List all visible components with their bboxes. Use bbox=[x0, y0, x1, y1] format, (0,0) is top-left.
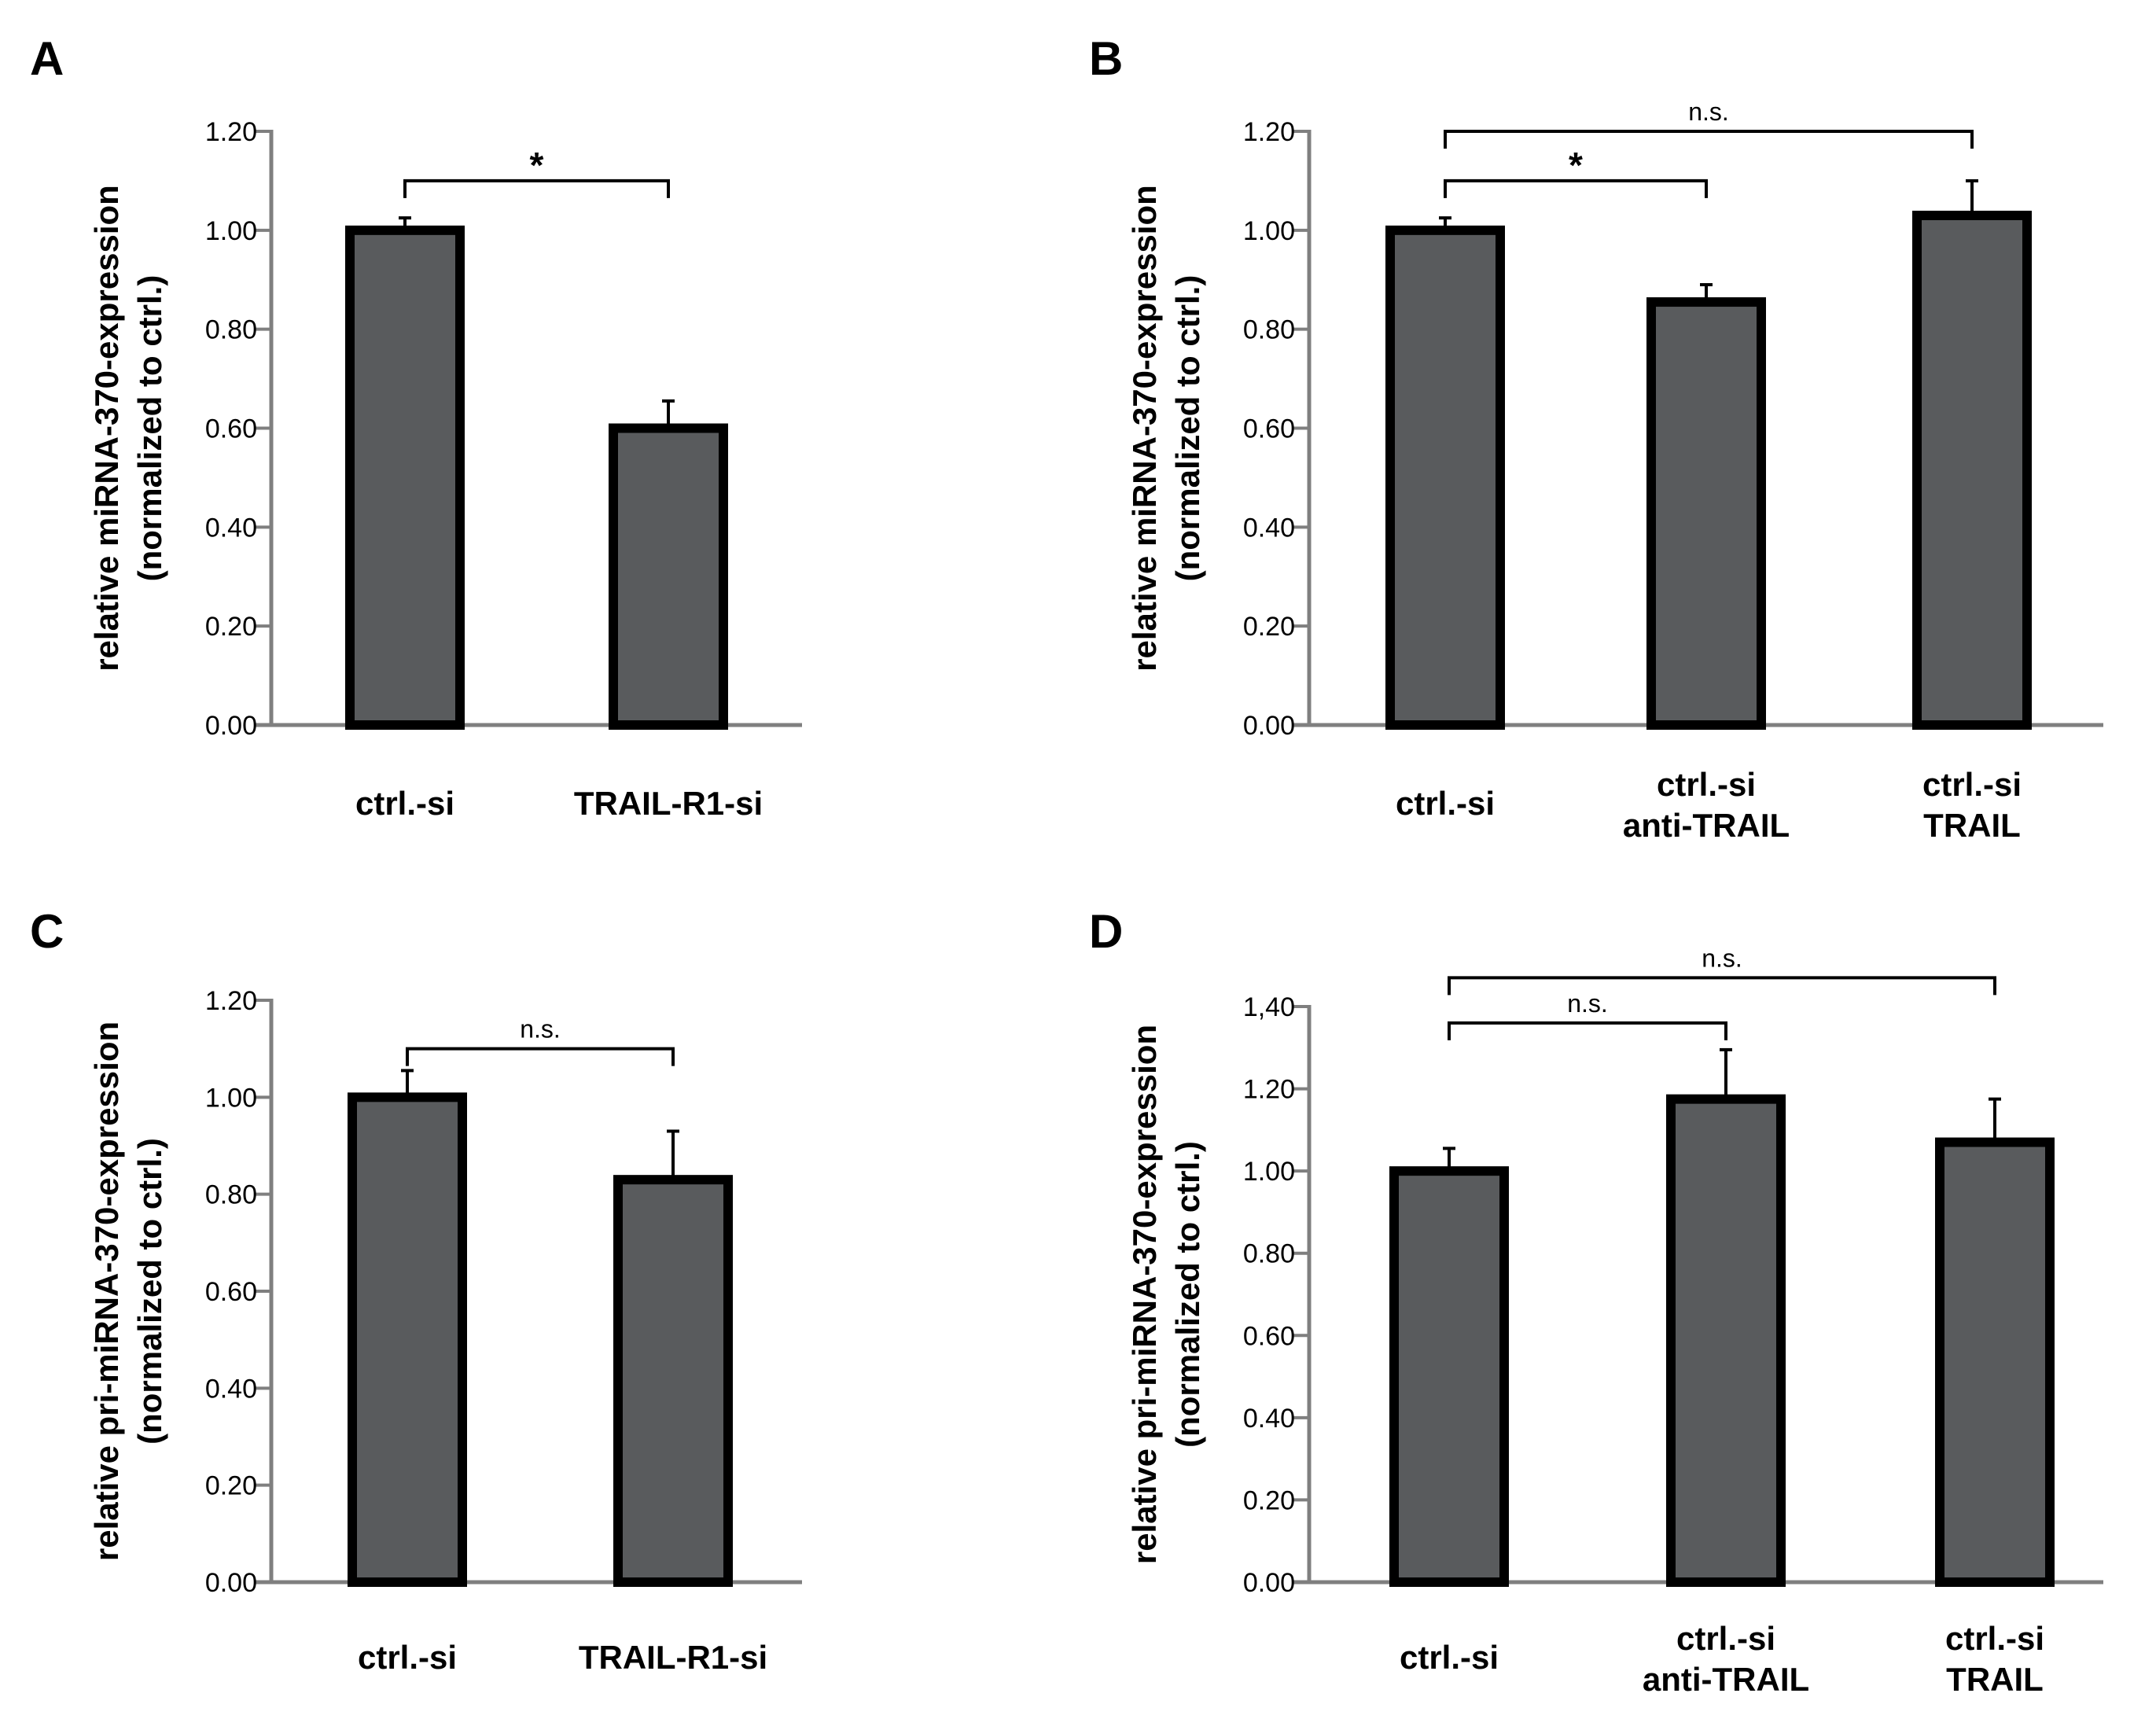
y-tick-label: 0.40 bbox=[205, 1374, 257, 1404]
category-label: TRAIL-R1-si bbox=[579, 1639, 767, 1676]
y-axis-title: relative pri-miRNA-370-expression bbox=[88, 1021, 125, 1561]
significance-bracket bbox=[1448, 976, 1996, 996]
bar bbox=[1389, 1166, 1509, 1587]
panel-letter: C bbox=[30, 905, 64, 958]
category-label: TRAIL-R1-si bbox=[574, 785, 763, 822]
y-tick-label: 1.00 bbox=[1243, 1157, 1295, 1187]
y-tick-label: 0.60 bbox=[1243, 414, 1295, 444]
bar bbox=[1666, 1094, 1786, 1587]
bar bbox=[1912, 210, 2032, 731]
y-tick-label: 0.60 bbox=[1243, 1321, 1295, 1351]
category-label: ctrl.-si bbox=[1922, 766, 2022, 803]
bar bbox=[609, 423, 728, 730]
category-label: ctrl.-si bbox=[1396, 785, 1495, 822]
y-tick-label: 1.20 bbox=[1243, 117, 1295, 147]
y-tick-label: 0.00 bbox=[205, 1568, 257, 1598]
category-label: ctrl.-si bbox=[355, 785, 454, 822]
significance-label: * bbox=[1569, 145, 1583, 186]
y-tick-label: 0.40 bbox=[1243, 1404, 1295, 1434]
y-axis-title: relative miRNA-370-expression bbox=[88, 185, 125, 672]
y-tick-label: 1.00 bbox=[1243, 216, 1295, 246]
y-tick-label: 0.60 bbox=[205, 1277, 257, 1307]
y-axis-title: (normalized to ctrl.) bbox=[131, 1138, 168, 1445]
panel-letter: D bbox=[1089, 905, 1123, 958]
category-label: anti-TRAIL bbox=[1643, 1661, 1809, 1698]
significance-label: n.s. bbox=[1567, 989, 1608, 1018]
category-label: anti-TRAIL bbox=[1623, 807, 1790, 844]
panel-letter: A bbox=[30, 32, 64, 85]
y-axis-title: relative pri-miRNA-370-expression bbox=[1126, 1025, 1163, 1564]
y-tick-label: 0.00 bbox=[205, 711, 257, 741]
significance-label: * bbox=[530, 145, 544, 186]
y-tick-label: 0.60 bbox=[205, 414, 257, 444]
significance-bracket bbox=[1444, 179, 1708, 198]
y-tick-label: 0.40 bbox=[205, 513, 257, 543]
y-tick-label: 0.80 bbox=[205, 315, 257, 345]
y-tick-label: 0.80 bbox=[205, 1180, 257, 1210]
y-axis-title: (normalized to ctrl.) bbox=[1169, 1141, 1206, 1448]
y-tick-label: 0.80 bbox=[1243, 315, 1295, 345]
y-axis-title: (normalized to ctrl.) bbox=[1169, 275, 1206, 582]
category-label: TRAIL bbox=[1923, 807, 2021, 844]
bar bbox=[348, 1092, 467, 1588]
category-label: ctrl.-si bbox=[1400, 1639, 1499, 1676]
bar bbox=[1935, 1137, 2055, 1587]
panel-letter: B bbox=[1089, 32, 1123, 85]
y-tick-label: 0.00 bbox=[1243, 1568, 1295, 1598]
y-axis-title: (normalized to ctrl.) bbox=[131, 275, 168, 582]
y-tick-label: 0.20 bbox=[1243, 612, 1295, 642]
significance-label: n.s. bbox=[520, 1015, 561, 1044]
y-tick-label: 0.20 bbox=[1243, 1485, 1295, 1515]
y-tick-label: 1,40 bbox=[1243, 992, 1295, 1022]
significance-bracket bbox=[406, 1047, 675, 1066]
y-tick-label: 0.20 bbox=[205, 1471, 257, 1501]
bar bbox=[1385, 225, 1505, 731]
y-tick-label: 1.20 bbox=[205, 117, 257, 147]
category-label: ctrl.-si bbox=[1676, 1620, 1775, 1657]
category-label: ctrl.-si bbox=[1657, 766, 1756, 803]
y-tick-label: 1.00 bbox=[205, 1083, 257, 1113]
significance-label: n.s. bbox=[1688, 98, 1729, 126]
y-tick-label: 0.80 bbox=[1243, 1239, 1295, 1269]
category-label: ctrl.-si bbox=[358, 1639, 457, 1676]
significance-bracket bbox=[403, 179, 670, 198]
y-tick-label: 0.40 bbox=[1243, 513, 1295, 543]
significance-label: n.s. bbox=[1702, 944, 1742, 972]
category-label: ctrl.-si bbox=[1945, 1620, 2044, 1657]
category-label: TRAIL bbox=[1946, 1661, 2044, 1698]
bar bbox=[613, 1175, 733, 1587]
y-tick-label: 0.00 bbox=[1243, 711, 1295, 741]
y-tick-label: 0.20 bbox=[205, 612, 257, 642]
bar bbox=[345, 225, 465, 731]
significance-bracket bbox=[1448, 1021, 1727, 1040]
y-tick-label: 1.00 bbox=[205, 216, 257, 246]
significance-bracket bbox=[1444, 130, 1974, 149]
bar bbox=[1646, 297, 1766, 730]
y-tick-label: 1.20 bbox=[1243, 1075, 1295, 1105]
y-tick-label: 1.20 bbox=[205, 986, 257, 1016]
y-axis-title: relative miRNA-370-expression bbox=[1126, 185, 1163, 672]
